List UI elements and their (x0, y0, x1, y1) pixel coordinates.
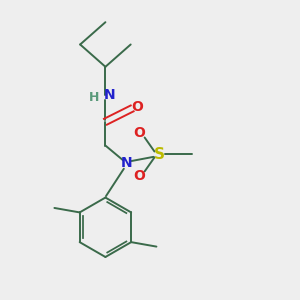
Text: O: O (133, 126, 145, 140)
Text: H: H (89, 92, 99, 104)
Text: S: S (153, 147, 164, 162)
Text: O: O (132, 100, 143, 114)
Text: N: N (120, 156, 132, 170)
Text: N: N (104, 88, 116, 102)
Text: O: O (133, 169, 145, 183)
